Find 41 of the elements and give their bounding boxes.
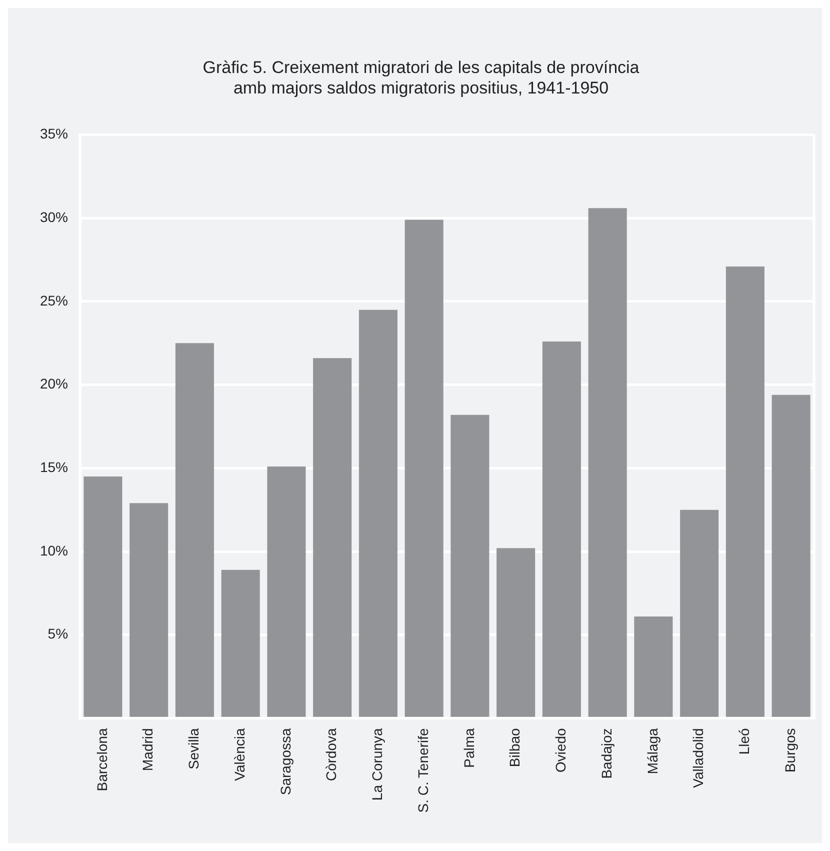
x-tick-label: Burgos [782, 728, 798, 773]
x-tick-label: Málaga [644, 728, 660, 774]
bar [313, 358, 352, 718]
bar [496, 548, 536, 718]
text: Gràfic 5. Creixement migratori de les capitals de província [202, 58, 640, 77]
bar [404, 220, 444, 718]
bar [634, 616, 673, 718]
x-tick-label: Badajoz [598, 728, 614, 779]
x-tick-label: Barcelona [94, 728, 110, 792]
bar [358, 310, 398, 718]
bar [84, 476, 122, 718]
bar [450, 414, 490, 718]
x-tick-label: València [231, 728, 248, 781]
text: amb majors saldos migratoris positius, 1941-1950 [233, 78, 609, 98]
y-tick-label: 5% [48, 626, 68, 642]
bar [175, 343, 214, 718]
y-tick-label: 30% [40, 209, 68, 225]
x-tick-label: Bilbao [506, 728, 523, 768]
y-tick-label: 15% [40, 459, 68, 476]
x-tick-label: Valladolid [690, 728, 706, 788]
x-tick-label: La Corunya [369, 728, 386, 801]
y-tick-label: 10% [40, 542, 68, 558]
x-tick-label: Madrid [140, 728, 156, 771]
x-tick-label: Sevilla [186, 728, 202, 770]
bar [130, 503, 168, 718]
bar [267, 466, 306, 718]
x-tick-label: S. C. Tenerife [414, 728, 431, 813]
x-tick-label: Lleó [736, 728, 752, 755]
bar [588, 208, 627, 718]
x-tick-label: Còrdova [323, 728, 340, 782]
x-tick-label: Palma [460, 728, 477, 768]
x-tick-label: Saragossa [277, 728, 294, 796]
y-tick-label: 20% [40, 376, 68, 392]
bar [772, 394, 810, 718]
bar [542, 341, 581, 718]
y-tick-label: 25% [40, 292, 68, 308]
y-tick-label: 35% [40, 126, 68, 142]
x-tick-label: Oviedo [552, 728, 569, 773]
bar [221, 570, 260, 718]
bar [726, 266, 764, 718]
bar [680, 510, 719, 718]
